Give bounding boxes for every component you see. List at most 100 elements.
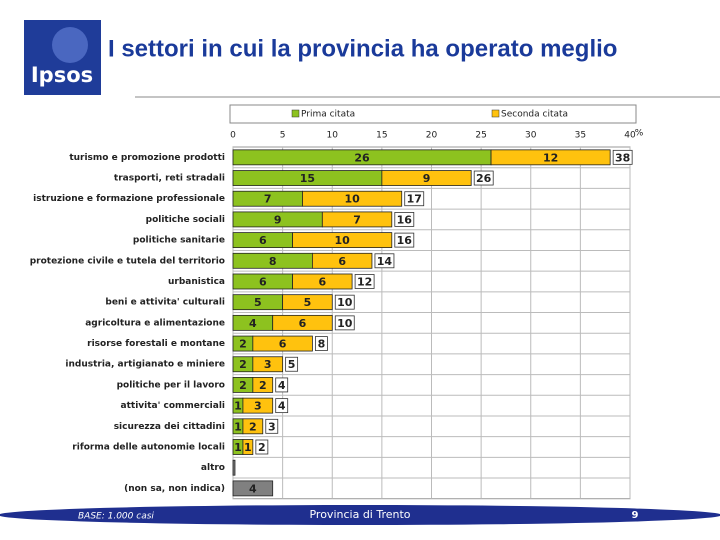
legend-swatch: [491, 109, 500, 118]
logo-face: [52, 27, 88, 63]
bar-segment: [302, 190, 403, 207]
value-label: 9: [423, 172, 431, 185]
category-label: turismo e promozione prodotti: [69, 153, 225, 163]
total-label: 10: [337, 317, 353, 330]
total-box: [314, 336, 328, 351]
bar-segment: [311, 252, 373, 269]
bar-segment: [252, 356, 284, 373]
category-label: altro: [201, 463, 225, 473]
value-label: 15: [300, 172, 315, 185]
footer-base: BASE: 1.000 casi: [78, 512, 154, 522]
legend-label: Seconda citata: [501, 110, 568, 120]
x-tick-label: 35: [575, 131, 586, 141]
value-label: 6: [318, 275, 326, 288]
bar-segment: [321, 211, 393, 228]
total-box: [394, 232, 415, 248]
category-label: istruzione e formazione professionale: [33, 194, 225, 204]
value-label: 10: [335, 234, 351, 247]
category-label: urbanistica: [168, 277, 225, 287]
category-label: politiche per il lavoro: [117, 380, 225, 390]
total-label: 10: [337, 296, 353, 309]
x-tick-label: 0: [230, 131, 236, 141]
category-label: sicurezza dei cittadini: [114, 422, 225, 432]
value-label: 4: [249, 482, 257, 495]
total-box: [275, 398, 289, 414]
legend-swatch: [291, 109, 300, 118]
total-label: 3: [268, 420, 276, 433]
value-label: 10: [344, 193, 360, 206]
value-label: 5: [304, 296, 312, 309]
total-label: 14: [377, 255, 393, 268]
x-tick-label: 40: [624, 131, 636, 141]
value-label: 2: [259, 379, 267, 392]
bar-segment: [282, 294, 333, 311]
total-label: 17: [407, 193, 422, 206]
total-label: 2: [258, 441, 266, 454]
value-label: 6: [259, 234, 267, 247]
category-label: protezione civile e tutela del territori…: [30, 256, 225, 266]
category-label: politiche sociali: [146, 215, 225, 225]
category-label: trasporti, reti stradali: [114, 174, 225, 184]
value-label: 1: [234, 420, 242, 433]
value-label: 3: [254, 400, 262, 413]
value-label: 26: [354, 151, 370, 164]
bar-segment: [242, 418, 264, 435]
value-label: 3: [264, 358, 272, 371]
total-box: [265, 418, 279, 434]
total-box: [612, 149, 633, 165]
value-label: 8: [269, 255, 277, 268]
value-label: 5: [254, 296, 262, 309]
x-tick-label: 10: [327, 131, 339, 141]
bar-segment: [272, 314, 333, 331]
total-label: 5: [288, 358, 296, 371]
total-box: [354, 274, 375, 289]
category-label: agricoltura e alimentazione: [85, 318, 225, 328]
category-label: riforma delle autonomie locali: [72, 443, 225, 453]
x-tick-label: 20: [426, 131, 438, 141]
footer-center: Provincia di Trento: [309, 508, 410, 521]
x-unit: %: [635, 129, 644, 139]
footer-page: 9: [632, 510, 639, 521]
total-label: 26: [476, 172, 492, 185]
total-box: [374, 253, 395, 269]
legend-label: Prima citata: [301, 110, 355, 120]
x-tick-label: 15: [376, 131, 387, 141]
value-label: 1: [244, 441, 252, 454]
legend-box: [229, 104, 637, 124]
total-box: [285, 356, 299, 372]
category-label: attivita' commerciali: [121, 401, 225, 411]
total-box: [473, 170, 494, 186]
x-tick-label: 25: [475, 131, 486, 141]
value-label: 4: [249, 317, 257, 330]
total-label: 16: [397, 234, 413, 247]
bar-segment: [242, 439, 254, 455]
value-label: 7: [264, 193, 272, 206]
value-label: 2: [239, 338, 247, 351]
value-label: 2: [249, 420, 257, 433]
category-label: politiche sanitarie: [133, 236, 225, 246]
x-tick-label: 30: [525, 131, 537, 141]
bar-segment: [252, 335, 313, 352]
value-label: 6: [338, 255, 346, 268]
chart-title: I settori in cui la provincia ha operato…: [108, 35, 617, 62]
category-label: beni e attivita' culturali: [105, 298, 225, 308]
value-label: 1: [234, 400, 242, 413]
bar-segment: [242, 397, 274, 414]
logo-text: Ipsos: [31, 63, 93, 87]
total-label: 8: [318, 338, 326, 351]
category-label: (non sa, non indica): [124, 484, 225, 494]
bar-segment: [381, 170, 472, 186]
category-label: industria, artigianato e miniere: [65, 360, 225, 370]
value-label: 6: [279, 338, 287, 351]
bar-segment: [490, 149, 611, 166]
bar-segment: [232, 459, 236, 476]
total-label: 4: [278, 379, 286, 392]
total-box: [334, 315, 355, 331]
value-label: 12: [543, 151, 558, 164]
bar-segment: [292, 273, 353, 290]
total-box: [394, 212, 415, 227]
total-label: 38: [615, 151, 630, 164]
total-label: 16: [397, 213, 413, 226]
bar-segment: [292, 232, 393, 249]
